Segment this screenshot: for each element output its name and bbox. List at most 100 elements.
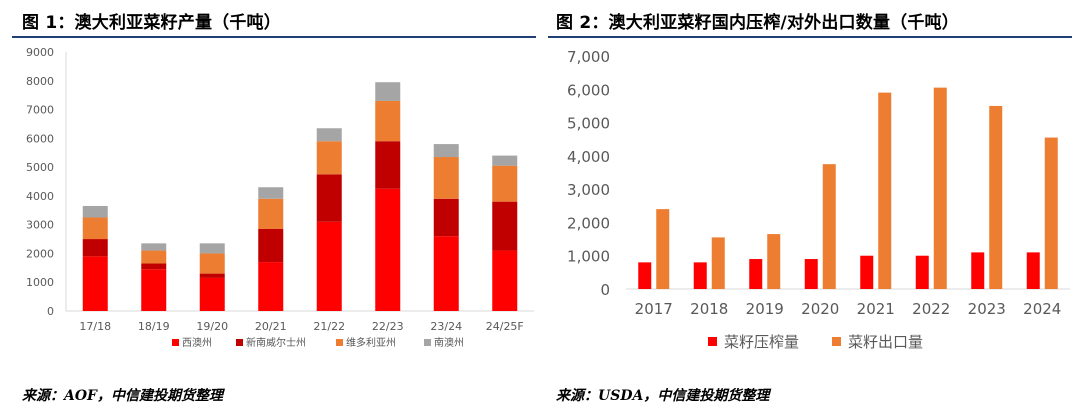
x-tick-label: 20/21 xyxy=(255,320,287,333)
y-tick-label: 6,000 xyxy=(567,81,610,99)
legend-label: 维多利亚州 xyxy=(346,336,396,349)
x-tick-label: 22/23 xyxy=(372,320,404,333)
legend-swatch xyxy=(424,339,431,346)
bar xyxy=(915,255,929,289)
legend-label: 新南威尔士州 xyxy=(246,336,306,349)
bar-segment xyxy=(492,165,518,202)
bar-segment xyxy=(82,256,108,311)
legend-label: 菜籽出口量 xyxy=(848,333,923,351)
bar-segment xyxy=(433,198,459,237)
bar-segment xyxy=(316,141,342,175)
bar xyxy=(860,255,874,289)
x-tick-label: 23/24 xyxy=(430,320,462,333)
y-tick-label: 2000 xyxy=(26,247,54,260)
bar-segment xyxy=(492,201,518,251)
x-tick-label: 2023 xyxy=(968,300,1006,318)
bar xyxy=(693,262,707,289)
legend-label: 西澳州 xyxy=(182,336,212,349)
y-tick-label: 0 xyxy=(600,281,610,299)
bar xyxy=(989,105,1003,289)
left-title-rule xyxy=(12,36,536,38)
y-tick-label: 4,000 xyxy=(567,148,610,166)
bar-segment xyxy=(141,250,167,264)
bar-segment xyxy=(82,205,108,218)
bar-segment xyxy=(82,217,108,240)
bar-segment xyxy=(141,269,167,311)
y-tick-label: 0 xyxy=(47,305,54,318)
bar xyxy=(878,92,892,289)
bar-segment xyxy=(141,263,167,270)
bar xyxy=(804,259,818,289)
bar xyxy=(656,209,670,289)
x-tick-label: 2018 xyxy=(690,300,728,318)
bar xyxy=(971,252,985,289)
x-tick-label: 2019 xyxy=(746,300,784,318)
bar-segment xyxy=(258,187,284,199)
x-tick-label: 24/25F xyxy=(486,320,524,333)
x-tick-label: 21/22 xyxy=(313,320,345,333)
bar-segment xyxy=(375,141,401,189)
right-chart: 0 1,000 2,000 3,000 4,000 5,000 6,000 7,000 2017… xyxy=(548,40,1072,374)
legend-swatch xyxy=(832,337,841,346)
bar xyxy=(822,164,836,289)
y-tick-label: 7,000 xyxy=(567,48,610,66)
x-tick-label: 17/18 xyxy=(79,320,111,333)
bar-segment xyxy=(258,198,284,229)
y-tick-label: 5,000 xyxy=(567,115,610,133)
y-tick-label: 5000 xyxy=(26,161,54,174)
bar xyxy=(1044,137,1058,289)
bar-segment xyxy=(82,239,108,257)
bar-segment xyxy=(258,228,284,263)
bar-segment xyxy=(199,277,225,311)
legend-label: 菜籽压榨量 xyxy=(724,333,799,351)
legend-swatch xyxy=(172,339,179,346)
y-tick-label: 6000 xyxy=(26,132,54,145)
bar-segment xyxy=(316,174,342,222)
bar xyxy=(933,87,947,289)
bar-segment xyxy=(433,144,459,158)
bar xyxy=(1026,252,1040,289)
bar-segment xyxy=(375,100,401,142)
y-tick-label: 1,000 xyxy=(567,248,610,266)
bar-segment xyxy=(199,253,225,274)
bar xyxy=(711,237,725,289)
x-tick-label: 2017 xyxy=(635,300,673,318)
left-chart-source: 来源：AOF，中信建投期货整理 xyxy=(22,388,223,404)
x-tick-label: 2022 xyxy=(912,300,950,318)
legend-swatch xyxy=(336,339,343,346)
x-tick-label: 18/19 xyxy=(138,320,170,333)
x-tick-label: 2024 xyxy=(1023,300,1061,318)
bar-segment xyxy=(199,243,225,254)
y-tick-label: 7000 xyxy=(26,104,54,117)
y-tick-label: 4000 xyxy=(26,190,54,203)
bar xyxy=(749,259,763,289)
y-tick-label: 1000 xyxy=(26,276,54,289)
bar-segment xyxy=(492,155,518,166)
right-chart-svg: 0 1,000 2,000 3,000 4,000 5,000 6,000 7,000 2017… xyxy=(567,48,1070,351)
legend-swatch xyxy=(236,339,243,346)
bar-segment xyxy=(433,236,459,311)
legend-label: 南澳州 xyxy=(434,336,464,349)
y-tick-label: 3000 xyxy=(26,219,54,232)
bar-segment xyxy=(375,82,401,101)
x-tick-label: 2021 xyxy=(857,300,895,318)
left-chart-title: 图 1：澳大利亚菜籽产量（千吨） xyxy=(22,13,281,33)
left-chart-svg: 0 1000 2000 3000 4000 5000 6000 7000 8000 9000 17/… xyxy=(26,46,534,349)
bar-segment xyxy=(316,221,342,311)
bar-segment xyxy=(258,262,284,311)
bar-segment xyxy=(141,243,167,251)
bar xyxy=(767,234,781,289)
bar-segment xyxy=(316,128,342,142)
x-tick-label: 19/20 xyxy=(196,320,228,333)
bar-segment xyxy=(375,188,401,311)
y-tick-label: 2,000 xyxy=(567,214,610,232)
x-tick-label: 2020 xyxy=(801,300,839,318)
bar-segment xyxy=(433,157,459,199)
right-title-rule xyxy=(548,36,1072,38)
y-tick-label: 9000 xyxy=(26,46,54,59)
bar xyxy=(638,262,652,289)
y-tick-label: 8000 xyxy=(26,75,54,88)
y-tick-label: 3,000 xyxy=(567,181,610,199)
left-chart: 0 1000 2000 3000 4000 5000 6000 7000 8000 9000 17/… xyxy=(12,40,536,374)
right-chart-source: 来源：USDA，中信建投期货整理 xyxy=(556,388,770,404)
